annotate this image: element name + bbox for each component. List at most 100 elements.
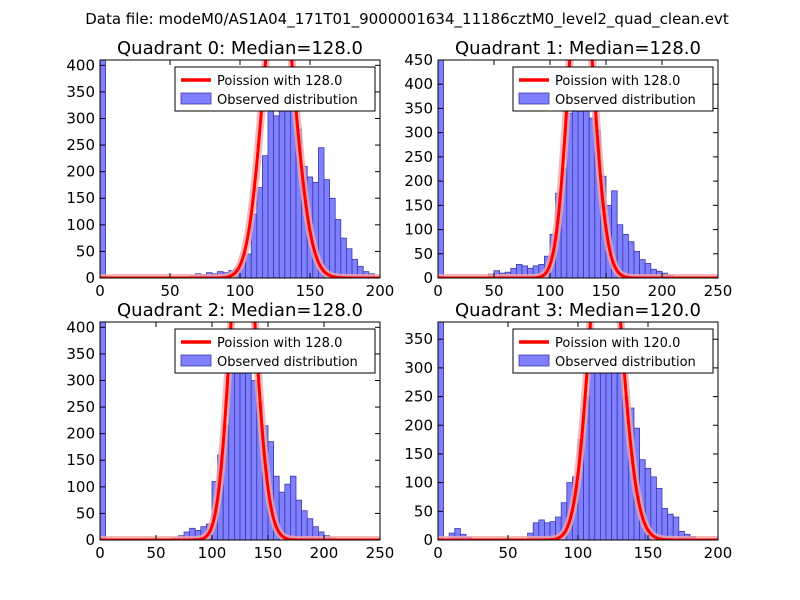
x-tick-label: 200	[648, 282, 677, 300]
histogram-bar	[329, 197, 336, 278]
y-tick-label: 150	[404, 445, 433, 463]
histogram-bar	[594, 344, 601, 540]
panel-title: Quadrant 3: Median=120.0	[455, 300, 701, 321]
x-tick-label: 150	[296, 282, 325, 300]
y-tick-label: 250	[66, 398, 95, 416]
y-tick-label: 300	[66, 371, 95, 389]
y-tick-label: 50	[414, 502, 433, 520]
y-tick-label: 250	[404, 148, 433, 166]
y-tick-label: 300	[66, 109, 95, 127]
histogram-bar	[256, 187, 263, 278]
histogram-bar	[611, 353, 618, 540]
histogram-bar	[239, 356, 246, 540]
legend-bar-swatch	[180, 354, 212, 367]
x-tick-label: 50	[146, 544, 165, 562]
y-tick-label: 350	[404, 99, 433, 117]
legend: Poission with 120.0 Observed distribution	[512, 328, 714, 374]
legend-label-observed: Observed distribution	[555, 93, 696, 108]
axes-frame	[99, 321, 381, 541]
x-tick-label: 100	[226, 282, 255, 300]
histogram-bar	[295, 499, 302, 540]
histogram-bar	[284, 483, 291, 540]
y-tick-label: 200	[66, 425, 95, 443]
legend: Poission with 128.0 Observed distribution	[174, 328, 376, 374]
histogram-bar	[438, 322, 444, 540]
y-tick-label: 50	[76, 242, 95, 260]
plot-area	[438, 60, 718, 278]
y-tick-label: 400	[66, 56, 95, 74]
y-tick-label: 50	[76, 504, 95, 522]
histogram-bar	[438, 60, 444, 278]
y-tick-label: 350	[404, 330, 433, 348]
legend-label-observed: Observed distribution	[217, 355, 358, 370]
x-tick-label: 100	[564, 544, 593, 562]
legend-label-observed: Observed distribution	[217, 93, 358, 108]
y-tick-label: 0	[423, 269, 433, 287]
legend-bar-swatch	[180, 92, 212, 105]
y-tick-label: 350	[66, 345, 95, 363]
panel-title: Quadrant 2: Median=128.0	[117, 300, 363, 321]
quadrant-panel-1: 0 50 100 150 200 250 0 50 100 150 200 250 300 350 400 4…	[404, 38, 732, 300]
x-tick-label: 150	[634, 544, 663, 562]
plot-area	[100, 322, 380, 540]
y-tick-label: 0	[85, 531, 95, 549]
y-tick-label: 200	[404, 172, 433, 190]
histogram-bar	[340, 237, 347, 278]
x-tick-label: 100	[198, 544, 227, 562]
histogram-bar	[301, 510, 308, 540]
histogram-bar	[278, 94, 286, 278]
x-tick-label: 50	[498, 544, 517, 562]
x-tick-label: 0	[433, 282, 443, 300]
y-tick-label: 400	[66, 318, 95, 336]
x-tick-label: 200	[366, 282, 395, 300]
x-tick-label: 0	[95, 282, 105, 300]
y-tick-label: 150	[66, 189, 95, 207]
y-tick-label: 300	[404, 124, 433, 142]
legend-bar-swatch	[518, 354, 550, 367]
histogram-bar	[323, 179, 330, 278]
histogram-bar	[345, 248, 353, 278]
panel-title: Quadrant 1: Median=128.0	[455, 38, 701, 59]
histogram-bar	[656, 487, 663, 540]
x-tick-label: 0	[433, 544, 443, 562]
y-tick-label: 100	[66, 478, 95, 496]
y-tick-label: 0	[85, 269, 95, 287]
y-tick-label: 450	[404, 51, 433, 69]
x-tick-label: 0	[95, 544, 105, 562]
y-tick-label: 100	[404, 221, 433, 239]
x-tick-label: 50	[160, 282, 179, 300]
y-tick-label: 150	[66, 451, 95, 469]
legend-label-observed: Observed distribution	[555, 355, 696, 370]
x-tick-label: 200	[310, 544, 339, 562]
legend-label-poisson: Poission with 120.0	[555, 336, 680, 351]
y-tick-label: 200	[66, 163, 95, 181]
legend: Poission with 128.0 Observed distribution	[174, 66, 376, 112]
y-tick-label: 0	[423, 531, 433, 549]
histogram-bar	[572, 93, 579, 278]
legend-label-poisson: Poission with 128.0	[217, 74, 342, 89]
histogram-bar	[284, 102, 291, 278]
y-tick-label: 100	[66, 216, 95, 234]
legend-bar-swatch	[518, 92, 550, 105]
legend-label-poisson: Poission with 128.0	[217, 336, 342, 351]
y-tick-label: 350	[66, 83, 95, 101]
y-tick-label: 250	[404, 388, 433, 406]
y-tick-label: 150	[404, 196, 433, 214]
histogram-bar	[334, 219, 342, 278]
plot-area	[100, 60, 380, 278]
y-tick-label: 250	[66, 136, 95, 154]
histogram-bar	[273, 115, 280, 278]
histogram-bar	[628, 241, 635, 278]
histogram-bar	[261, 155, 269, 278]
histogram-bar	[588, 367, 596, 540]
histogram-bar	[661, 508, 668, 540]
histogram-bar	[289, 475, 297, 540]
panel-title: Quadrant 0: Median=128.0	[117, 38, 363, 59]
x-tick-label: 200	[704, 544, 733, 562]
quadrant-panel-3: 0 50 100 150 200 0 50 100 150 200 250 300 350 Quadran…	[404, 300, 733, 562]
legend: Poission with 128.0 Observed distribution	[512, 66, 714, 112]
x-tick-label: 250	[366, 544, 395, 562]
quadrant-panel-2: 0 50 100 150 200 250 0 50 100 150 200 250 300 350 400 Q…	[66, 300, 395, 562]
figure-suptitle: Data file: modeM0/AS1A04_171T01_90000016…	[85, 10, 729, 29]
